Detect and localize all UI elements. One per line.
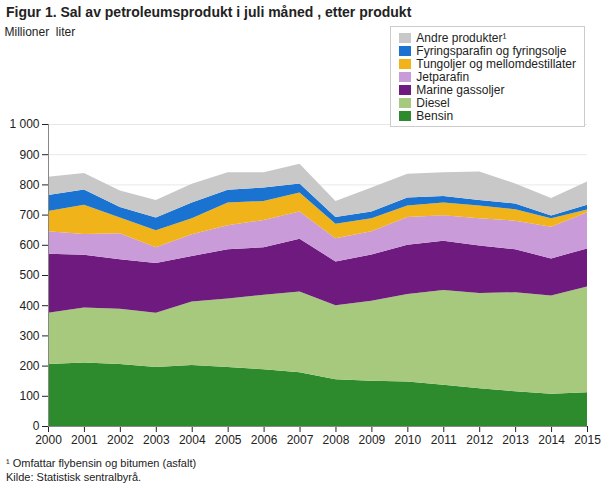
svg-text:2012: 2012 (466, 433, 493, 447)
html-text:¹ Omfattar flybensin og bitume: ¹ Omfattar flybensin og bitumen (asfalt) (6, 457, 197, 469)
svg-text:2005: 2005 (215, 433, 242, 447)
svg-text:2008: 2008 (323, 433, 350, 447)
svg-text:900: 900 (19, 148, 39, 162)
svg-text:2003: 2003 (143, 433, 170, 447)
svg-text:0: 0 (33, 419, 40, 433)
svg-text:400: 400 (19, 299, 39, 313)
html-text:Kilde: Statistisk sentralbyrå.: Kilde: Statistisk sentralbyrå. (6, 471, 142, 483)
svg-text:600: 600 (19, 238, 39, 252)
html-text:Bensin: Bensin (416, 108, 454, 123)
svg-text:Millioner liter: Millioner liter (5, 25, 76, 39)
html-text:Diesel: Diesel (416, 95, 450, 110)
html-text:Jetparafin: Jetparafin (416, 69, 470, 84)
svg-text:2000: 2000 (35, 433, 62, 447)
svg-text:2013: 2013 (502, 433, 529, 447)
html-text:Andre produkter¹: Andre produkter¹ (416, 30, 507, 45)
svg-text:2001: 2001 (71, 433, 98, 447)
svg-text:100: 100 (19, 389, 39, 403)
svg-text:300: 300 (19, 329, 39, 343)
svg-text:2006: 2006 (251, 433, 278, 447)
svg-text:2014: 2014 (538, 433, 565, 447)
svg-text:1 000: 1 000 (9, 117, 39, 131)
svg-text:700: 700 (19, 208, 39, 222)
svg-text:200: 200 (19, 359, 39, 373)
html-text:Tungoljer og mellomdestillater: Tungoljer og mellomdestillater (416, 56, 576, 71)
svg-text:2010: 2010 (394, 433, 421, 447)
html-text:Marine gassoljer: Marine gassoljer (416, 82, 505, 97)
svg-text:2007: 2007 (287, 433, 314, 447)
svg-text:2004: 2004 (179, 433, 206, 447)
svg-text:2015: 2015 (574, 433, 601, 447)
svg-text:2002: 2002 (107, 433, 134, 447)
svg-text:2009: 2009 (359, 433, 386, 447)
html-text:Figur 1. Sal av petroleumsprod: Figur 1. Sal av petroleumsprodukt i juli… (6, 4, 412, 20)
svg-text:500: 500 (19, 268, 39, 282)
svg-text:2011: 2011 (431, 433, 457, 447)
html-text:Fyringsparafin og fyringsolje: Fyringsparafin og fyringsolje (416, 43, 567, 58)
svg-text:800: 800 (19, 178, 39, 192)
